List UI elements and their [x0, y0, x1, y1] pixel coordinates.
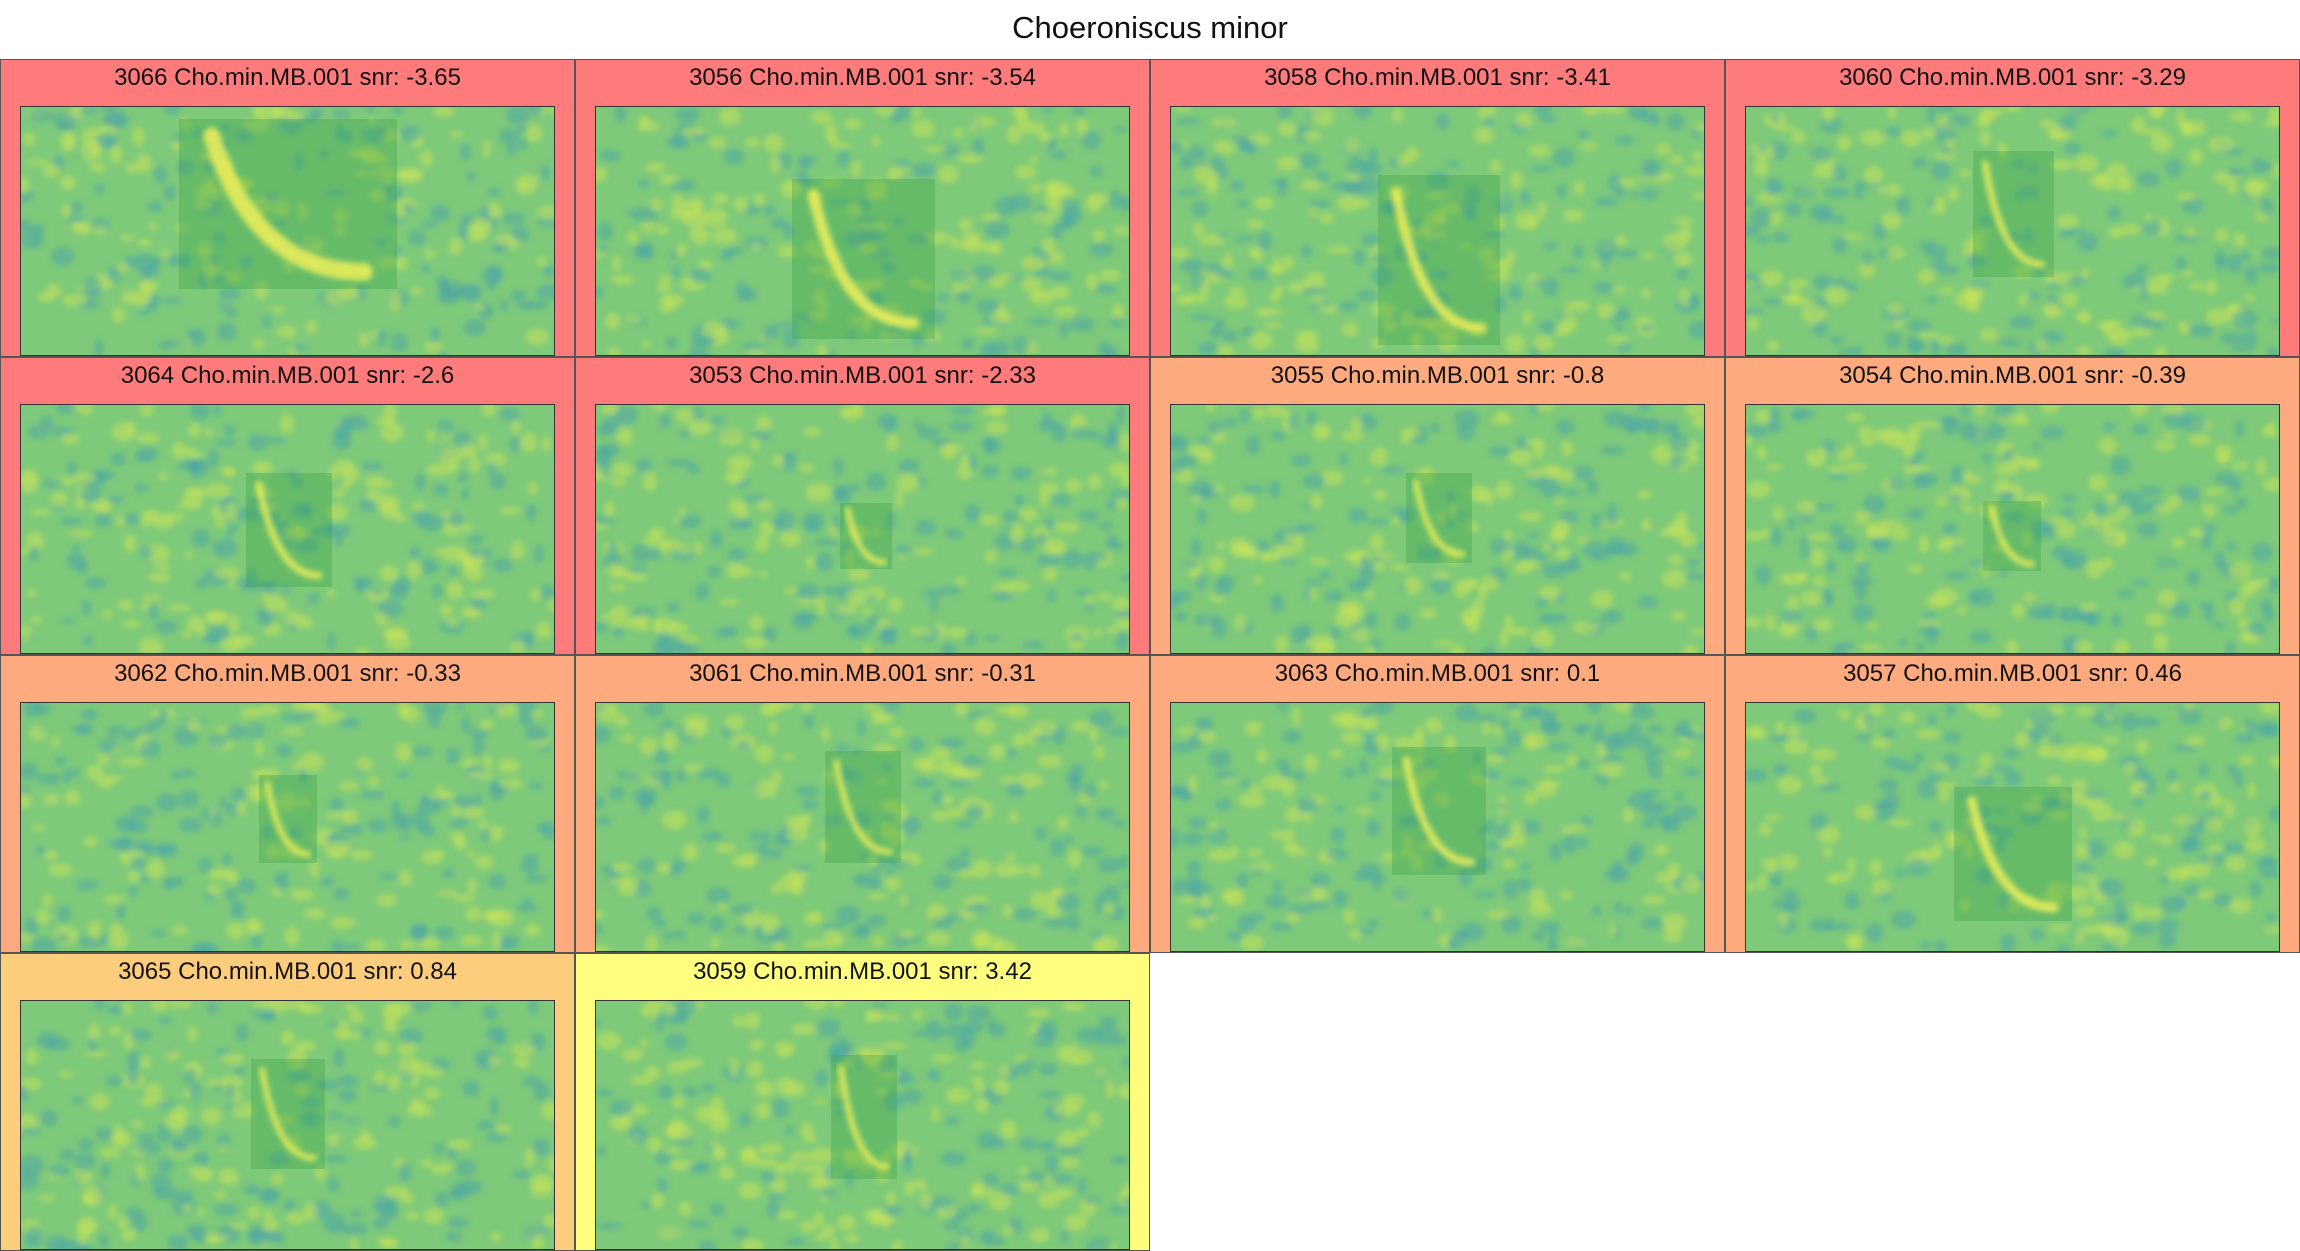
- spectrogram-grid: 3066 Cho.min.MB.001 snr: -3.65 3056 Cho.m…: [0, 59, 2300, 1251]
- panel-label: 3061 Cho.min.MB.001 snr: -0.31: [689, 660, 1036, 687]
- panel-label: 3058 Cho.min.MB.001 snr: -3.41: [1264, 64, 1611, 91]
- spectrogram-panel: 3059 Cho.min.MB.001 snr: 3.42: [575, 953, 1150, 1251]
- spectrogram-image: [20, 404, 555, 654]
- spectrogram-image: [1745, 404, 2280, 654]
- spectrogram-image: [1745, 106, 2280, 356]
- panel-label: 3057 Cho.min.MB.001 snr: 0.46: [1843, 660, 2182, 687]
- spectrogram-image: [595, 1000, 1130, 1250]
- spectrogram-panel: 3062 Cho.min.MB.001 snr: -0.33: [0, 655, 575, 953]
- panel-label: 3066 Cho.min.MB.001 snr: -3.65: [114, 64, 461, 91]
- spectrogram-panel: 3063 Cho.min.MB.001 snr: 0.1: [1150, 655, 1725, 953]
- spectrogram-panel: 3060 Cho.min.MB.001 snr: -3.29: [1725, 59, 2300, 357]
- spectrogram-image: [595, 702, 1130, 952]
- panel-label: 3053 Cho.min.MB.001 snr: -2.33: [689, 362, 1036, 389]
- spectrogram-panel: 3066 Cho.min.MB.001 snr: -3.65: [0, 59, 575, 357]
- panel-label: 3059 Cho.min.MB.001 snr: 3.42: [693, 958, 1032, 985]
- spectrogram-panel: 3064 Cho.min.MB.001 snr: -2.6: [0, 357, 575, 655]
- spectrogram-image: [1170, 404, 1705, 654]
- panel-label: 3054 Cho.min.MB.001 snr: -0.39: [1839, 362, 2186, 389]
- spectrogram-panel: 3053 Cho.min.MB.001 snr: -2.33: [575, 357, 1150, 655]
- panel-label: 3062 Cho.min.MB.001 snr: -0.33: [114, 660, 461, 687]
- spectrogram-panel: 3058 Cho.min.MB.001 snr: -3.41: [1150, 59, 1725, 357]
- spectrogram-panel: 3056 Cho.min.MB.001 snr: -3.54: [575, 59, 1150, 357]
- panel-label: 3055 Cho.min.MB.001 snr: -0.8: [1270, 362, 1605, 389]
- spectrogram-image: [1170, 702, 1705, 952]
- panel-label: 3063 Cho.min.MB.001 snr: 0.1: [1274, 660, 1601, 687]
- spectrogram-image: [1170, 106, 1705, 356]
- page-title: Choeroniscus minor: [1012, 10, 1288, 45]
- spectrogram-panel: 3055 Cho.min.MB.001 snr: -0.8: [1150, 357, 1725, 655]
- panel-label: 3065 Cho.min.MB.001 snr: 0.84: [118, 958, 457, 985]
- spectrogram-image: [20, 1000, 555, 1250]
- spectrogram-panel: 3054 Cho.min.MB.001 snr: -0.39: [1725, 357, 2300, 655]
- spectrogram-image: [595, 106, 1130, 356]
- spectrogram-image: [20, 702, 555, 952]
- spectrogram-panel: 3061 Cho.min.MB.001 snr: -0.31: [575, 655, 1150, 953]
- panel-label: 3060 Cho.min.MB.001 snr: -3.29: [1839, 64, 2186, 91]
- panel-label: 3064 Cho.min.MB.001 snr: -2.6: [120, 362, 455, 389]
- spectrogram-image: [595, 404, 1130, 654]
- panel-label: 3056 Cho.min.MB.001 snr: -3.54: [689, 64, 1036, 91]
- spectrogram-panel: 3065 Cho.min.MB.001 snr: 0.84: [0, 953, 575, 1251]
- spectrogram-image: [1745, 702, 2280, 952]
- spectrogram-panel: 3057 Cho.min.MB.001 snr: 0.46: [1725, 655, 2300, 953]
- spectrogram-image: [20, 106, 555, 356]
